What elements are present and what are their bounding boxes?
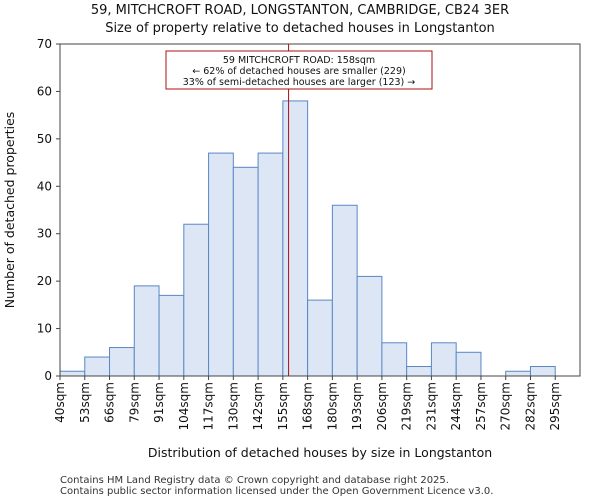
bar-104sqm bbox=[183, 223, 210, 377]
bar-282sqm bbox=[529, 366, 556, 377]
x-tick-label: 219sqm bbox=[400, 382, 414, 430]
bar-155sqm bbox=[282, 100, 309, 377]
chart-subtitle: Size of property relative to detached ho… bbox=[105, 21, 495, 36]
x-tick-label: 282sqm bbox=[523, 382, 537, 430]
bar-206sqm bbox=[381, 342, 408, 377]
bar-168sqm bbox=[307, 299, 333, 377]
bar-40sqm bbox=[59, 370, 86, 377]
bar-193sqm bbox=[356, 275, 383, 377]
y-tick-label: 10 bbox=[37, 322, 52, 336]
x-tick-label: 66sqm bbox=[103, 382, 117, 423]
bar-53sqm bbox=[84, 356, 111, 377]
x-axis-label: Distribution of detached houses by size … bbox=[148, 445, 492, 460]
bar-270sqm bbox=[505, 370, 531, 377]
x-tick-label: 193sqm bbox=[350, 382, 364, 430]
x-tick-label: 244sqm bbox=[449, 382, 463, 430]
footer-line-2: Contains public sector information licen… bbox=[60, 486, 493, 497]
x-axis-ticks: 40sqm 53sqm 66sqm 79sqm 91sqm 104sqm 117sqm 130… bbox=[53, 376, 562, 430]
y-tick-label: 0 bbox=[44, 369, 52, 383]
bar-180sqm bbox=[331, 204, 358, 377]
bar-117sqm bbox=[208, 152, 234, 377]
x-tick-label: 168sqm bbox=[301, 382, 315, 430]
y-tick-label: 40 bbox=[37, 179, 52, 193]
footer-line-1: Contains HM Land Registry data © Crown c… bbox=[60, 475, 449, 486]
y-axis-label: Number of detached properties bbox=[2, 112, 17, 309]
x-tick-label: 117sqm bbox=[202, 382, 216, 430]
x-tick-label: 295sqm bbox=[548, 382, 562, 430]
bars-group bbox=[59, 100, 556, 377]
bar-231sqm bbox=[430, 342, 457, 377]
annotation-box bbox=[165, 50, 433, 90]
x-tick-label: 270sqm bbox=[499, 382, 513, 430]
chart-title: 59, MITCHCROFT ROAD, LONGSTANTON, CAMBRI… bbox=[91, 3, 509, 18]
x-tick-label: 40sqm bbox=[53, 382, 67, 423]
x-tick-label: 206sqm bbox=[375, 382, 389, 430]
x-tick-label: 130sqm bbox=[226, 382, 240, 430]
y-axis-ticks: 0 10 20 30 40 50 60 70 bbox=[37, 37, 60, 383]
bar-219sqm bbox=[406, 366, 432, 377]
y-tick-label: 60 bbox=[37, 84, 52, 98]
y-tick-label: 30 bbox=[37, 227, 52, 241]
x-tick-label: 142sqm bbox=[251, 382, 265, 430]
bar-142sqm bbox=[257, 152, 284, 377]
x-tick-label: 104sqm bbox=[177, 382, 191, 430]
bar-130sqm bbox=[232, 166, 259, 377]
bar-244sqm bbox=[455, 351, 482, 377]
x-tick-label: 53sqm bbox=[78, 382, 92, 423]
plot-frame bbox=[59, 43, 581, 377]
x-tick-label: 79sqm bbox=[127, 382, 141, 423]
bar-91sqm bbox=[158, 294, 185, 377]
x-tick-label: 91sqm bbox=[152, 382, 166, 423]
x-tick-label: 257sqm bbox=[474, 382, 488, 430]
x-tick-label: 180sqm bbox=[325, 382, 339, 430]
x-tick-label: 231sqm bbox=[424, 382, 438, 430]
bar-66sqm bbox=[109, 347, 135, 377]
x-tick-label: 155sqm bbox=[276, 382, 290, 430]
y-tick-label: 50 bbox=[37, 132, 52, 146]
y-tick-label: 70 bbox=[37, 37, 52, 51]
annotation-line-1: 59 MITCHCROFT ROAD: 158sqm bbox=[223, 55, 375, 66]
bar-79sqm bbox=[133, 285, 160, 377]
y-tick-label: 20 bbox=[37, 274, 52, 288]
annotation-line-3: 33% of semi-detached houses are larger (… bbox=[183, 77, 416, 88]
annotation-line-2: ← 62% of detached houses are smaller (22… bbox=[192, 66, 405, 77]
